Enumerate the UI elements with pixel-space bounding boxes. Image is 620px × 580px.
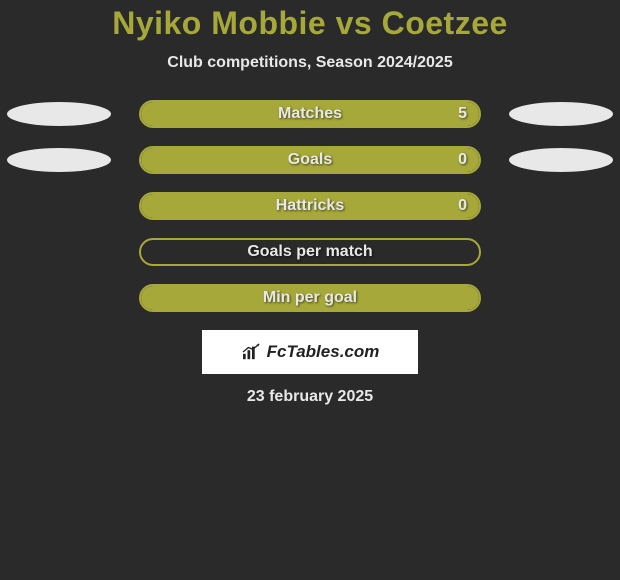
bar-value: 5 [458,102,467,126]
stat-row: Min per goal [0,284,620,312]
right-ellipse [509,286,613,310]
chart-icon [241,343,263,361]
right-ellipse [509,194,613,218]
right-ellipse [509,102,613,126]
left-ellipse [7,194,111,218]
stat-bar: Goals0 [139,146,481,174]
bar-value: 0 [458,148,467,172]
right-ellipse [509,240,613,264]
left-ellipse [7,148,111,172]
bar-label: Hattricks [141,194,479,218]
stat-bar: Hattricks0 [139,192,481,220]
stat-row: Hattricks0 [0,192,620,220]
stat-bar: Min per goal [139,284,481,312]
date-text: 23 february 2025 [0,388,620,406]
right-ellipse [509,148,613,172]
stat-bar: Matches5 [139,100,481,128]
stats-container: Nyiko Mobbie vs Coetzee Club competition… [0,0,620,406]
stat-row: Goals per match [0,238,620,266]
stat-row: Goals0 [0,146,620,174]
bar-label: Goals [141,148,479,172]
bar-label: Goals per match [141,240,479,264]
subtitle: Club competitions, Season 2024/2025 [0,54,620,72]
logo-text: FcTables.com [267,342,380,362]
stat-row: Matches5 [0,100,620,128]
left-ellipse [7,240,111,264]
stat-bar: Goals per match [139,238,481,266]
bar-label: Matches [141,102,479,126]
left-ellipse [7,102,111,126]
bar-value: 0 [458,194,467,218]
stat-rows: Matches5Goals0Hattricks0Goals per matchM… [0,100,620,312]
logo-box[interactable]: FcTables.com [202,330,418,374]
page-title: Nyiko Mobbie vs Coetzee [0,5,620,42]
left-ellipse [7,286,111,310]
bar-label: Min per goal [141,286,479,310]
